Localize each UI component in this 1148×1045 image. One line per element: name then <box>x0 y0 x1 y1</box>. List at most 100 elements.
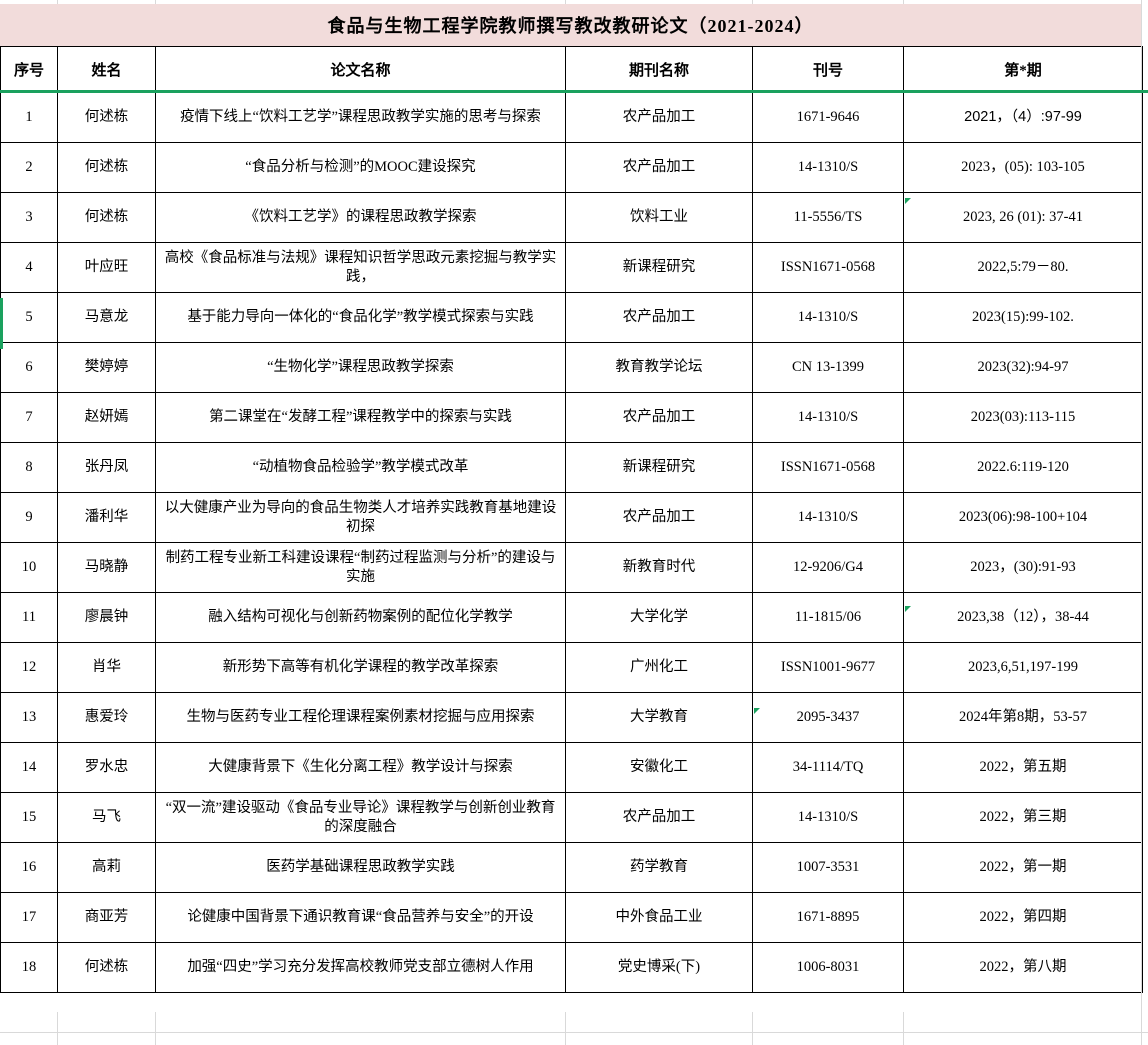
column-header-paper[interactable]: 论文名称 <box>155 46 566 93</box>
cell-paper[interactable]: 第二课堂在“发酵工程”课程教学中的探索与实践 <box>155 392 566 443</box>
cell-journal[interactable]: 广州化工 <box>565 642 753 693</box>
cell-paper[interactable]: 大健康背景下《生化分离工程》教学设计与探索 <box>155 742 566 793</box>
cell-no[interactable]: 15 <box>0 792 58 843</box>
cell-name[interactable]: 商亚芳 <box>57 892 156 943</box>
cell-paper[interactable]: 基于能力导向一体化的“食品化学”教学模式探索与实践 <box>155 292 566 343</box>
cell-journal[interactable]: 新课程研究 <box>565 442 753 493</box>
cell-issue[interactable]: 2022.6:119-120 <box>903 442 1143 493</box>
cell-no[interactable]: 16 <box>0 842 58 893</box>
cell-name[interactable]: 张丹凤 <box>57 442 156 493</box>
cell-name[interactable]: 何述栋 <box>57 192 156 243</box>
cell-journal[interactable]: 大学化学 <box>565 592 753 643</box>
column-header-journal[interactable]: 期刊名称 <box>565 46 753 93</box>
cell-journal[interactable]: 农产品加工 <box>565 142 753 193</box>
cell-issn[interactable]: 14-1310/S <box>752 142 904 193</box>
cell-paper[interactable]: 医药学基础课程思政教学实践 <box>155 842 566 893</box>
cell-no[interactable]: 11 <box>0 592 58 643</box>
cell-issue[interactable]: 2024年第8期，53-57 <box>903 692 1143 743</box>
cell-journal[interactable]: 农产品加工 <box>565 392 753 443</box>
cell-no[interactable]: 7 <box>0 392 58 443</box>
cell-issue[interactable]: 2022，第五期 <box>903 742 1143 793</box>
cell-journal[interactable]: 安徽化工 <box>565 742 753 793</box>
cell-paper[interactable]: 融入结构可视化与创新药物案例的配位化学教学 <box>155 592 566 643</box>
cell-journal[interactable]: 教育教学论坛 <box>565 342 753 393</box>
cell-no[interactable]: 3 <box>0 192 58 243</box>
cell-issue[interactable]: 2022,5:79－80. <box>903 242 1143 293</box>
cell-issue[interactable]: 2023,38（12），38-44 <box>903 592 1143 643</box>
cell-name[interactable]: 樊婷婷 <box>57 342 156 393</box>
cell-issn[interactable]: 2095-3437 <box>752 692 904 743</box>
cell-issue[interactable]: 2023，(05): 103-105 <box>903 142 1143 193</box>
cell-name[interactable]: 潘利华 <box>57 492 156 543</box>
cell-paper[interactable]: “双一流”建设驱动《食品专业导论》课程教学与创新创业教育的深度融合 <box>155 792 566 843</box>
cell-issn[interactable]: 1007-3531 <box>752 842 904 893</box>
cell-journal[interactable]: 农产品加工 <box>565 492 753 543</box>
cell-issue[interactable]: 2023(32):94-97 <box>903 342 1143 393</box>
cell-name[interactable]: 罗水忠 <box>57 742 156 793</box>
cell-journal[interactable]: 新教育时代 <box>565 542 753 593</box>
column-header-no[interactable]: 序号 <box>0 46 58 93</box>
column-header-issue[interactable]: 第*期 <box>903 46 1143 93</box>
cell-name[interactable]: 何述栋 <box>57 142 156 193</box>
cell-name[interactable]: 廖晨钟 <box>57 592 156 643</box>
cell-name[interactable]: 马意龙 <box>57 292 156 343</box>
cell-issn[interactable]: 14-1310/S <box>752 392 904 443</box>
cell-no[interactable]: 9 <box>0 492 58 543</box>
cell-no[interactable]: 5 <box>0 292 58 343</box>
cell-no[interactable]: 12 <box>0 642 58 693</box>
cell-no[interactable]: 6 <box>0 342 58 393</box>
cell-no[interactable]: 1 <box>0 92 58 143</box>
cell-paper[interactable]: 加强“四史”学习充分发挥高校教师党支部立德树人作用 <box>155 942 566 993</box>
cell-issue[interactable]: 2022，第三期 <box>903 792 1143 843</box>
cell-paper[interactable]: 新形势下高等有机化学课程的教学改革探索 <box>155 642 566 693</box>
cell-issn[interactable]: 11-5556/TS <box>752 192 904 243</box>
cell-paper[interactable]: “生物化学”课程思政教学探索 <box>155 342 566 393</box>
cell-journal[interactable]: 新课程研究 <box>565 242 753 293</box>
cell-no[interactable]: 4 <box>0 242 58 293</box>
cell-no[interactable]: 17 <box>0 892 58 943</box>
cell-journal[interactable]: 农产品加工 <box>565 792 753 843</box>
cell-journal[interactable]: 大学教育 <box>565 692 753 743</box>
cell-journal[interactable]: 药学教育 <box>565 842 753 893</box>
cell-issue[interactable]: 2022，第八期 <box>903 942 1143 993</box>
cell-paper[interactable]: 生物与医药专业工程伦理课程案例素材挖掘与应用探索 <box>155 692 566 743</box>
cell-issn[interactable]: 1671-8895 <box>752 892 904 943</box>
cell-issue[interactable]: 2023，(30):91-93 <box>903 542 1143 593</box>
cell-issue[interactable]: 2023, 26 (01): 37-41 <box>903 192 1143 243</box>
cell-issue[interactable]: 2023(03):113-115 <box>903 392 1143 443</box>
cell-name[interactable]: 马飞 <box>57 792 156 843</box>
cell-paper[interactable]: “动植物食品检验学”教学模式改革 <box>155 442 566 493</box>
cell-name[interactable]: 惠爱玲 <box>57 692 156 743</box>
cell-name[interactable]: 肖华 <box>57 642 156 693</box>
cell-no[interactable]: 2 <box>0 142 58 193</box>
cell-issn[interactable]: 14-1310/S <box>752 792 904 843</box>
cell-no[interactable]: 14 <box>0 742 58 793</box>
cell-paper[interactable]: 制药工程专业新工科建设课程“制药过程监测与分析”的建设与实施 <box>155 542 566 593</box>
cell-issue[interactable]: 2023,6,51,197-199 <box>903 642 1143 693</box>
column-header-name[interactable]: 姓名 <box>57 46 156 93</box>
cell-issue[interactable]: 2022，第一期 <box>903 842 1143 893</box>
cell-name[interactable]: 何述栋 <box>57 942 156 993</box>
cell-paper[interactable]: 疫情下线上“饮料工艺学”课程思政教学实施的思考与探索 <box>155 92 566 143</box>
cell-name[interactable]: 高莉 <box>57 842 156 893</box>
cell-issn[interactable]: ISSN1671-0568 <box>752 442 904 493</box>
cell-name[interactable]: 赵妍嫣 <box>57 392 156 443</box>
cell-paper[interactable]: 高校《食品标准与法规》课程知识哲学思政元素挖掘与教学实践， <box>155 242 566 293</box>
cell-no[interactable]: 8 <box>0 442 58 493</box>
cell-issue[interactable]: 2023(15):99-102. <box>903 292 1143 343</box>
cell-issn[interactable]: 1671-9646 <box>752 92 904 143</box>
cell-issn[interactable]: 14-1310/S <box>752 492 904 543</box>
cell-journal[interactable]: 农产品加工 <box>565 292 753 343</box>
cell-no[interactable]: 18 <box>0 942 58 993</box>
cell-issn[interactable]: 11-1815/06 <box>752 592 904 643</box>
cell-name[interactable]: 马晓静 <box>57 542 156 593</box>
cell-issn[interactable]: CN 13-1399 <box>752 342 904 393</box>
cell-journal[interactable]: 中外食品工业 <box>565 892 753 943</box>
cell-name[interactable]: 叶应旺 <box>57 242 156 293</box>
column-header-issn[interactable]: 刊号 <box>752 46 904 93</box>
cell-paper[interactable]: 以大健康产业为导向的食品生物类人才培养实践教育基地建设初探 <box>155 492 566 543</box>
cell-issn[interactable]: 12-9206/G4 <box>752 542 904 593</box>
sheet-title[interactable]: 食品与生物工程学院教师撰写教改教研论文（2021-2024） <box>0 4 1141 46</box>
cell-journal[interactable]: 饮料工业 <box>565 192 753 243</box>
cell-issue[interactable]: 2023(06):98-100+104 <box>903 492 1143 543</box>
